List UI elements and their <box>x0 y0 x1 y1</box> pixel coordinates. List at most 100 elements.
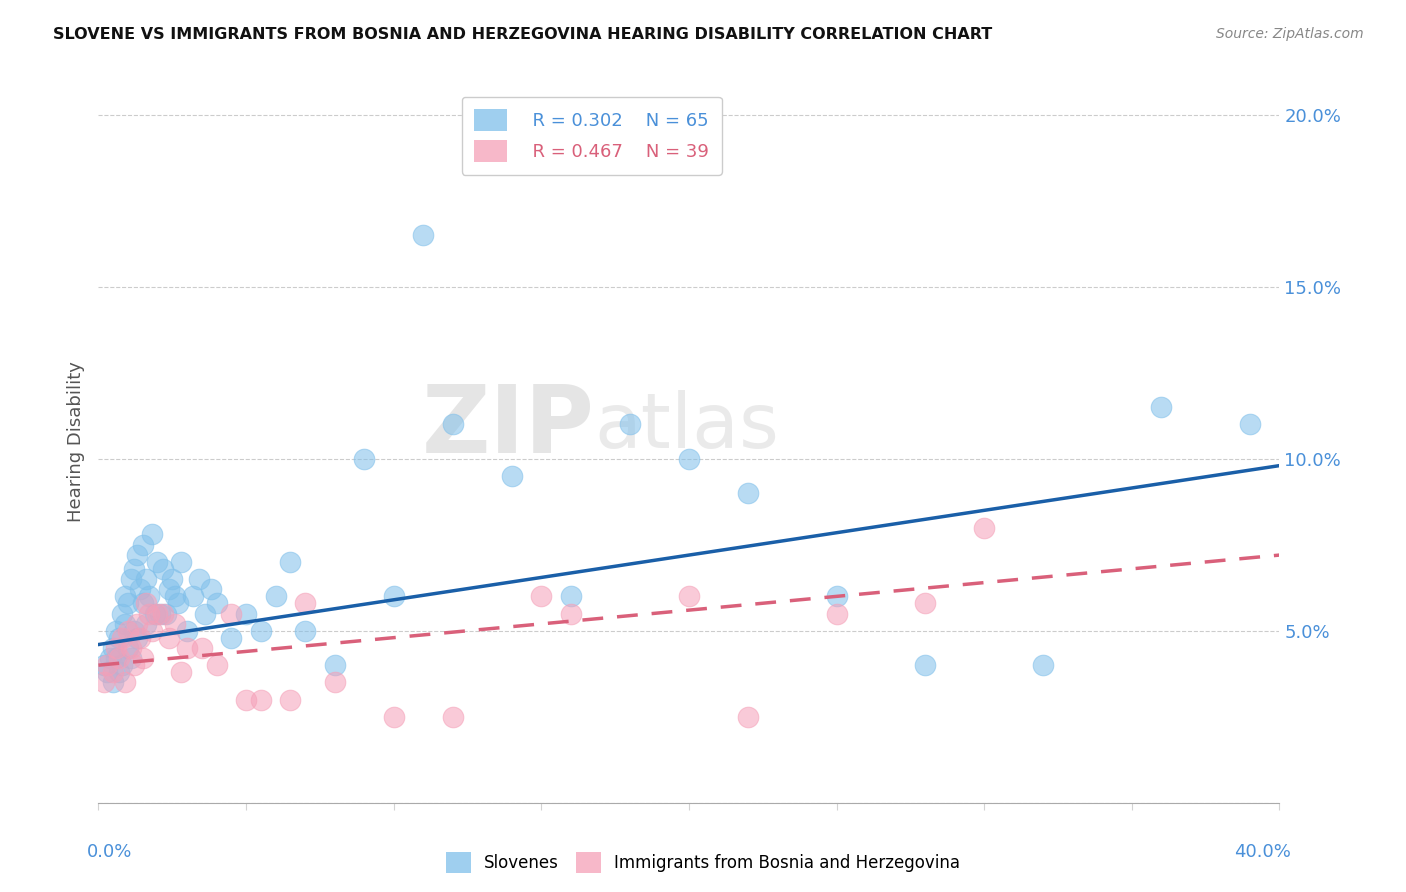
Point <box>294 596 316 610</box>
Point <box>825 590 848 604</box>
Point <box>619 417 641 432</box>
Text: 0.0%: 0.0% <box>87 843 132 861</box>
Point <box>122 658 145 673</box>
Point <box>111 658 134 673</box>
Point <box>235 692 257 706</box>
Point <box>108 651 131 665</box>
Legend: Slovenes, Immigrants from Bosnia and Herzegovina: Slovenes, Immigrants from Bosnia and Her… <box>439 846 967 880</box>
Point <box>200 582 222 597</box>
Point <box>914 658 936 673</box>
Text: SLOVENE VS IMMIGRANTS FROM BOSNIA AND HERZEGOVINA HEARING DISABILITY CORRELATION: SLOVENE VS IMMIGRANTS FROM BOSNIA AND HE… <box>53 27 993 42</box>
Point <box>250 624 273 638</box>
Point <box>146 555 169 569</box>
Point <box>353 451 375 466</box>
Point <box>114 590 136 604</box>
Point <box>105 651 128 665</box>
Point <box>678 451 700 466</box>
Point <box>530 590 553 604</box>
Point <box>122 624 145 638</box>
Point <box>120 651 142 665</box>
Text: atlas: atlas <box>595 390 779 464</box>
Point <box>135 572 157 586</box>
Point <box>128 631 150 645</box>
Point <box>125 616 148 631</box>
Point <box>93 675 115 690</box>
Point <box>323 658 346 673</box>
Point <box>135 596 157 610</box>
Point <box>120 640 142 655</box>
Point <box>108 631 131 645</box>
Point <box>194 607 217 621</box>
Point <box>235 607 257 621</box>
Point <box>191 640 214 655</box>
Point <box>1150 400 1173 414</box>
Point <box>128 582 150 597</box>
Point <box>382 710 405 724</box>
Legend:   R = 0.302    N = 65,   R = 0.467    N = 39: R = 0.302 N = 65, R = 0.467 N = 39 <box>461 96 721 175</box>
Text: 40.0%: 40.0% <box>1234 843 1291 861</box>
Point <box>98 651 121 665</box>
Point <box>973 520 995 534</box>
Point <box>323 675 346 690</box>
Point <box>221 607 243 621</box>
Point <box>250 692 273 706</box>
Point <box>122 562 145 576</box>
Point <box>152 607 174 621</box>
Point <box>678 590 700 604</box>
Point <box>108 665 131 679</box>
Point <box>135 616 157 631</box>
Point <box>155 607 177 621</box>
Point <box>105 640 128 655</box>
Point <box>138 607 160 621</box>
Point <box>132 596 155 610</box>
Point <box>111 607 134 621</box>
Y-axis label: Hearing Disability: Hearing Disability <box>66 361 84 522</box>
Point <box>120 572 142 586</box>
Point <box>560 590 582 604</box>
Point <box>141 527 163 541</box>
Point <box>105 624 128 638</box>
Point <box>117 624 139 638</box>
Point <box>162 572 183 586</box>
Point <box>146 607 169 621</box>
Point <box>825 607 848 621</box>
Point <box>157 582 180 597</box>
Point <box>132 538 155 552</box>
Point <box>103 640 125 655</box>
Point <box>187 572 209 586</box>
Point <box>117 596 139 610</box>
Point <box>264 590 287 604</box>
Point <box>382 590 405 604</box>
Point <box>141 624 163 638</box>
Point <box>143 607 166 621</box>
Point <box>280 692 302 706</box>
Point <box>114 675 136 690</box>
Point <box>170 555 193 569</box>
Point <box>149 607 172 621</box>
Point <box>167 596 190 610</box>
Point <box>93 658 115 673</box>
Point <box>103 665 125 679</box>
Point <box>111 631 134 645</box>
Point <box>165 616 187 631</box>
Point <box>96 658 118 673</box>
Point <box>205 658 228 673</box>
Text: ZIP: ZIP <box>422 381 595 473</box>
Point <box>117 640 139 655</box>
Point <box>96 665 118 679</box>
Point <box>501 469 523 483</box>
Point <box>132 651 155 665</box>
Point <box>441 417 464 432</box>
Point <box>412 228 434 243</box>
Point <box>152 562 174 576</box>
Point <box>441 710 464 724</box>
Point <box>103 675 125 690</box>
Point <box>737 486 759 500</box>
Point <box>157 631 180 645</box>
Point <box>125 631 148 645</box>
Point <box>560 607 582 621</box>
Point <box>170 665 193 679</box>
Point <box>125 548 148 562</box>
Point <box>280 555 302 569</box>
Point <box>165 590 187 604</box>
